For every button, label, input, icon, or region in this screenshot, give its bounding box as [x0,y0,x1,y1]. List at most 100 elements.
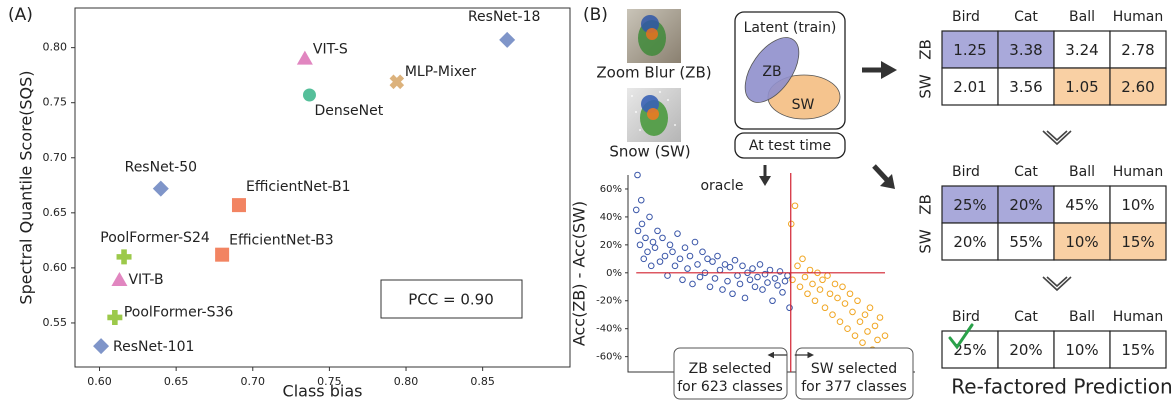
column-header: Cat [1014,309,1038,325]
marker-open-circle [756,261,764,268]
column-header: Ball [1069,9,1095,25]
cell-value: 2.78 [1121,41,1154,59]
x-tick-label: 0.75 [317,375,342,388]
x-tick-label: 0.70 [241,375,266,388]
table-cell [941,67,999,106]
x-tick-label: 0.60 [87,375,112,388]
marker-open-circle [859,339,866,346]
marker-open-circle [749,265,756,272]
y-tick-label: 0.60 [43,261,68,274]
cell-value: 15% [1121,341,1154,359]
y-tick-label: 40% [600,212,622,223]
point-label: ResNet-101 [113,339,194,355]
marker-open-circle [774,282,781,289]
region-label: ZB [762,64,781,80]
cell-value: 20% [1009,341,1042,359]
marker-open-circle [856,318,864,326]
marker-open-circle [849,308,856,316]
marker-open-circle [754,273,761,281]
latent-title: Latent (train) [744,20,837,36]
table-cell [1109,67,1167,106]
annotation: oracle [700,178,743,194]
cell-value: 1.25 [953,41,986,59]
image-zoom-blur [627,9,681,63]
marker-open-circle [676,255,684,263]
marker-open-circle [726,263,734,271]
marker-open-circle [771,275,779,282]
cell-value: 3.38 [1009,41,1042,59]
marker-open-circle [699,248,706,256]
marker-open-circle [644,248,651,256]
plot-frame [74,7,571,368]
marker-triangle [111,272,128,287]
marker-open-circle [706,283,714,291]
marker-open-circle [836,318,844,326]
x-axis-title: Class bias [283,382,363,401]
marker-open-circle [638,220,646,228]
marker-open-circle [681,244,689,251]
cell-value: 2.01 [953,78,986,96]
marker-open-circle [704,255,711,263]
marker-open-circle [846,290,854,298]
marker-circle [302,88,316,102]
cell-value: 3.56 [1009,78,1042,96]
panel-label: (B) [583,5,608,25]
marker-open-circle [781,277,789,285]
annotation: PCC = 0.90 [408,291,494,309]
table-cell [997,330,1055,369]
y-tick-label: 20% [600,240,622,251]
test-box [734,132,846,159]
annotation-box [795,347,914,400]
cell-value: 20% [953,233,986,251]
y-tick-label: -20% [596,296,622,307]
marker-diamond [499,31,516,48]
image-snow [627,88,681,142]
marker-open-circle [714,252,721,260]
column-header: Human [1113,9,1164,25]
column-header: Cat [1014,9,1038,25]
column-header: Bird [952,309,980,325]
marker-open-circle [731,256,739,264]
marker-open-circle [651,244,659,251]
marker-open-circle [729,290,736,298]
marker-open-circle [659,234,666,242]
point-label: ResNet-50 [125,160,197,176]
y-tick-label: 0.75 [43,96,68,109]
marker-open-circle [761,270,769,278]
arrow-head [881,61,897,79]
row-label: SW [917,74,935,99]
row-label: ZB [917,39,935,60]
marker-open-circle [739,262,746,270]
cell-value: 10% [1121,196,1154,214]
y-axis-title: Acc(ZB) - Acc(SW) [570,201,589,346]
marker-open-circle [724,277,731,285]
marker-open-circle [686,252,694,260]
column-header: Ball [1069,309,1095,325]
cell-value: 55% [1009,233,1042,251]
table-cell [997,222,1055,261]
marker-open-circle [831,280,839,288]
annotation: ZB selected [689,361,772,377]
marker-open-circle [646,213,653,221]
y-tick-label: -40% [596,324,622,335]
cell-value: 10% [1065,341,1098,359]
marker-open-circle [634,227,642,235]
marker-open-circle [647,262,655,270]
table-cell [941,222,999,261]
marker-open-circle [799,255,806,263]
marker-open-circle [664,272,671,279]
annotation: for 623 classes [677,379,783,395]
y-axis-title: Spectral Quantile Score(SQS) [17,70,36,304]
marker-open-circle [844,325,851,332]
test-label: At test time [749,138,831,154]
marker-open-circle [696,273,704,281]
annotation-box [673,347,788,400]
table-cell [1109,30,1167,69]
y-tick-label: 0.55 [43,316,68,329]
cell-value: 25% [953,341,986,359]
x-tick-label: 0.80 [394,375,419,388]
marker-open-circle [796,283,804,291]
cell-value: 10% [1065,233,1098,251]
marker-open-circle [642,234,649,242]
image-label: Snow (SW) [609,143,690,161]
